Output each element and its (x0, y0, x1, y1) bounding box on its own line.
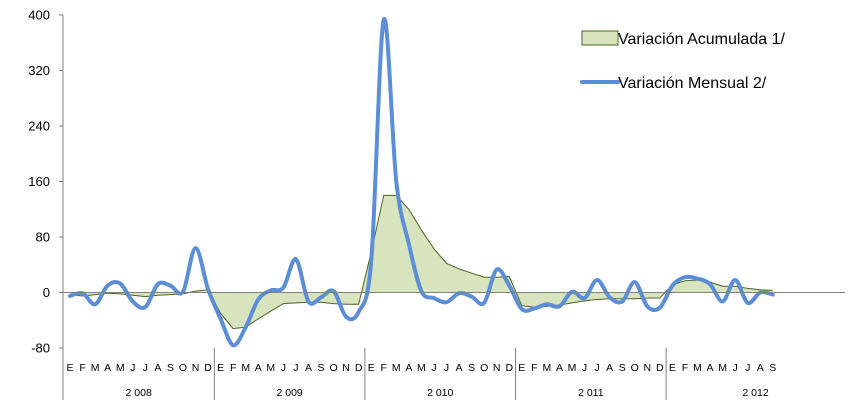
month-label: O (480, 362, 488, 374)
month-label: D (505, 362, 513, 374)
month-label: J (444, 362, 449, 374)
month-label: M (693, 362, 702, 374)
y-tick-label: 320 (28, 63, 50, 78)
month-label: J (594, 362, 599, 374)
y-axis-ticks: 400 320 240 160 80 0 -80 (28, 8, 63, 356)
month-label: M (392, 362, 401, 374)
line-series (68, 17, 775, 348)
legend-swatch-acumulada (581, 30, 619, 46)
year-label: 2 008 (126, 387, 152, 399)
month-label: M (116, 362, 125, 374)
month-label: S (619, 362, 626, 374)
area-series (69, 194, 773, 330)
month-label: A (556, 362, 563, 374)
month-label: S (317, 362, 324, 374)
month-label: F (531, 362, 537, 374)
month-label: J (733, 362, 738, 374)
y-tick-label: 400 (28, 8, 50, 23)
month-label: O (631, 362, 639, 374)
y-tick-label: 240 (28, 119, 50, 134)
year-label: 2 009 (276, 387, 302, 399)
month-label: E (669, 362, 676, 374)
month-label: E (217, 362, 224, 374)
month-label: S (167, 362, 174, 374)
legend: Variación Acumulada 1/ Variación Mensual… (580, 30, 785, 92)
month-label: O (329, 362, 337, 374)
month-label: E (368, 362, 375, 374)
month-label: J (431, 362, 436, 374)
month-label: M (417, 362, 426, 374)
month-label: O (179, 362, 187, 374)
month-label: A (154, 362, 161, 374)
month-label: A (104, 362, 111, 374)
month-label: A (606, 362, 613, 374)
month-label: J (130, 362, 135, 374)
y-tick-label: -80 (31, 341, 50, 356)
month-label: M (718, 362, 727, 374)
month-label: D (204, 362, 212, 374)
month-label: M (91, 362, 100, 374)
month-label: N (192, 362, 200, 374)
month-label: J (143, 362, 148, 374)
month-label: N (644, 362, 652, 374)
month-label: S (468, 362, 475, 374)
month-label: F (381, 362, 387, 374)
month-label: A (405, 362, 412, 374)
month-label: E (518, 362, 525, 374)
month-label: F (230, 362, 236, 374)
month-label: F (682, 362, 688, 374)
y-tick-label: 0 (43, 285, 50, 300)
month-label: A (456, 362, 463, 374)
month-label: N (493, 362, 501, 374)
month-label: E (66, 362, 73, 374)
month-label: A (305, 362, 312, 374)
month-label: S (769, 362, 776, 374)
line-mensual (68, 17, 775, 348)
month-label: D (656, 362, 664, 374)
y-tick-label: 160 (28, 174, 50, 189)
y-tick-label: 80 (36, 230, 50, 245)
month-label: A (757, 362, 764, 374)
month-label: F (79, 362, 85, 374)
month-label: M (568, 362, 577, 374)
month-label: J (745, 362, 750, 374)
legend-label-acumulada: Variación Acumulada 1/ (618, 31, 785, 48)
month-label: A (707, 362, 714, 374)
month-label: N (342, 362, 350, 374)
month-label: D (355, 362, 363, 374)
year-label: 2 010 (427, 387, 453, 399)
month-label: M (543, 362, 552, 374)
year-label: 2 011 (578, 387, 604, 399)
area-fill-acumulada (70, 195, 773, 329)
legend-label-mensual: Variación Mensual 2/ (618, 75, 767, 92)
month-label: J (582, 362, 587, 374)
month-label: M (266, 362, 275, 374)
month-label: M (241, 362, 250, 374)
month-label: J (281, 362, 286, 374)
month-label: A (255, 362, 262, 374)
year-label: 2 012 (742, 387, 768, 399)
month-label: J (293, 362, 298, 374)
